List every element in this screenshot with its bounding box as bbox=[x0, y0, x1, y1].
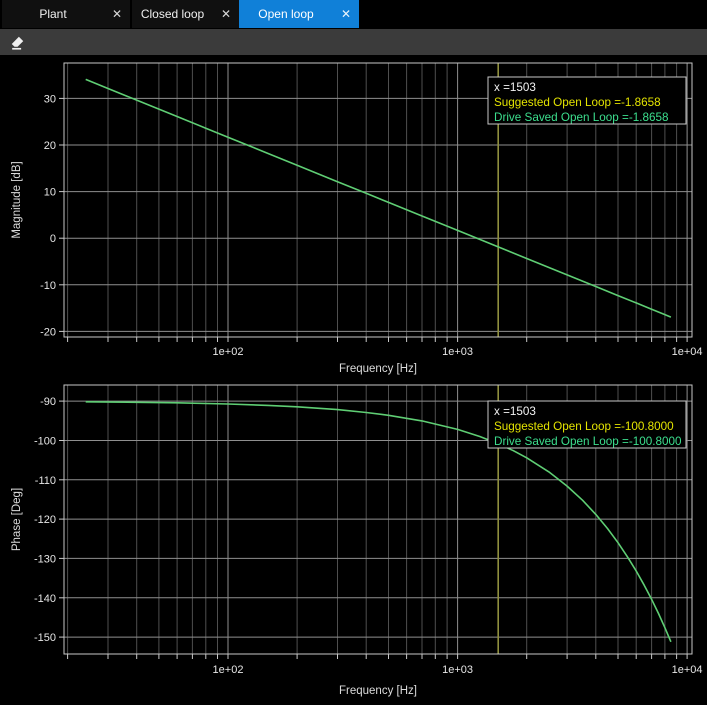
y-tick-label: 30 bbox=[44, 93, 56, 105]
y-tick-label: -120 bbox=[34, 514, 56, 526]
tooltip-line: x =1503 bbox=[494, 405, 536, 418]
y-tick-label: 10 bbox=[44, 187, 56, 199]
phase-plot[interactable]: 1e+02 1e+03 1e+04 -90 -100 -110 -120 -130 -140 -1… bbox=[0, 380, 707, 705]
y-tick-label: -110 bbox=[35, 475, 56, 487]
y-tick-label: -100 bbox=[34, 436, 56, 448]
tooltip-line: Drive Saved Open Loop =-1.8658 bbox=[494, 111, 668, 124]
y-tick-label: 20 bbox=[44, 140, 56, 152]
y-tick-label: 0 bbox=[50, 233, 56, 245]
y-axis-title: Phase [Deg] bbox=[11, 488, 23, 551]
x-axis-title: Frequency [Hz] bbox=[339, 685, 417, 697]
y-tick-label: -130 bbox=[34, 553, 56, 565]
y-tick-label: -150 bbox=[34, 632, 56, 644]
tab-plant-label: Plant bbox=[39, 7, 67, 21]
tooltip-line: x =1503 bbox=[494, 81, 536, 94]
tab-plant[interactable]: Plant ✕ bbox=[2, 0, 130, 28]
close-icon[interactable]: ✕ bbox=[220, 7, 232, 21]
magnitude-plot[interactable]: 1e+02 1e+03 1e+04 30 20 10 0 -10 -20 Frequency [H… bbox=[0, 55, 707, 380]
data-tooltip bbox=[487, 400, 687, 449]
tab-closed-loop-label: Closed loop bbox=[140, 7, 205, 21]
plot-area: 1e+02 1e+03 1e+04 30 20 10 0 -10 -20 Frequency [H… bbox=[0, 55, 707, 705]
close-icon[interactable]: ✕ bbox=[340, 7, 352, 21]
close-icon[interactable]: ✕ bbox=[111, 7, 123, 21]
tab-bar: Plant ✕ Closed loop ✕ Open loop ✕ bbox=[0, 0, 707, 28]
x-tick-label: 1e+04 bbox=[672, 346, 703, 358]
x-tick-label: 1e+02 bbox=[213, 664, 244, 676]
x-tick-label: 1e+03 bbox=[442, 664, 473, 676]
tooltip-line: Drive Saved Open Loop =-100.8000 bbox=[494, 435, 682, 448]
x-axis-title: Frequency [Hz] bbox=[339, 363, 417, 375]
open-loop-curve[interactable] bbox=[85, 401, 672, 643]
x-tick-label: 1e+02 bbox=[213, 346, 244, 358]
toolbar bbox=[0, 28, 707, 55]
y-tick-label: -20 bbox=[40, 326, 56, 338]
tab-open-loop[interactable]: Open loop ✕ bbox=[239, 0, 359, 28]
tab-closed-loop[interactable]: Closed loop ✕ bbox=[132, 0, 239, 28]
y-tick-label: -90 bbox=[40, 396, 56, 408]
plot-frame bbox=[63, 62, 693, 338]
open-loop-curve[interactable] bbox=[85, 78, 672, 318]
data-tooltip bbox=[487, 76, 687, 125]
clear-annotations-button[interactable] bbox=[5, 31, 29, 54]
tooltip-line: Suggested Open Loop =-1.8658 bbox=[494, 96, 661, 109]
y-tick-label: -140 bbox=[34, 593, 56, 605]
y-tick-label: -10 bbox=[40, 280, 56, 292]
tab-open-loop-label: Open loop bbox=[258, 7, 314, 21]
x-tick-label: 1e+03 bbox=[442, 346, 473, 358]
eraser-icon bbox=[11, 36, 23, 50]
y-axis-title: Magnitude [dB] bbox=[11, 161, 23, 238]
tooltip-line: Suggested Open Loop =-100.8000 bbox=[494, 420, 674, 433]
x-tick-label: 1e+04 bbox=[672, 664, 703, 676]
